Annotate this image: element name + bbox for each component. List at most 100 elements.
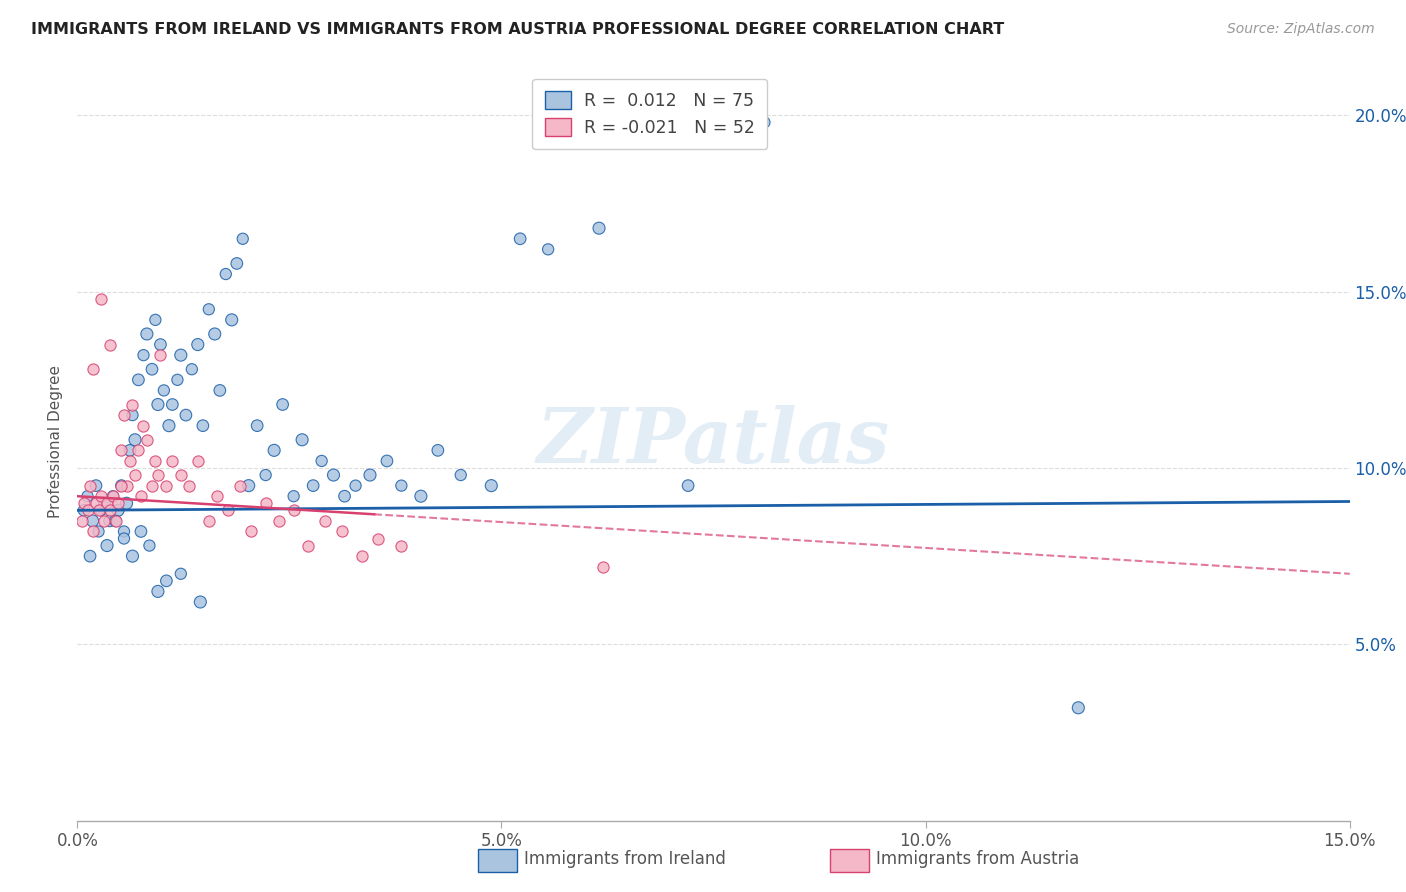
Point	[162, 397, 184, 411]
Point	[98, 514, 121, 528]
Point	[204, 326, 226, 341]
Text: Immigrants from Ireland: Immigrants from Ireland	[524, 850, 727, 868]
Point	[112, 408, 135, 422]
Point	[297, 539, 319, 553]
Point	[73, 503, 96, 517]
Point	[162, 454, 184, 468]
Point	[145, 454, 167, 468]
Point	[221, 313, 243, 327]
Point	[389, 478, 412, 492]
Point	[537, 243, 560, 257]
Point	[283, 489, 305, 503]
Legend: R =  0.012   N = 75, R = -0.021   N = 52: R = 0.012 N = 75, R = -0.021 N = 52	[533, 78, 768, 149]
Point	[191, 418, 214, 433]
Point	[479, 478, 502, 492]
Point	[676, 478, 699, 492]
Point	[166, 373, 188, 387]
Point	[174, 408, 197, 422]
Point	[121, 408, 143, 422]
Point	[588, 221, 610, 235]
Point	[84, 496, 107, 510]
Point	[409, 489, 432, 503]
Point	[271, 397, 294, 411]
Point	[450, 468, 472, 483]
Point	[132, 348, 155, 362]
Point	[375, 454, 398, 468]
Point	[314, 514, 336, 528]
Text: IMMIGRANTS FROM IRELAND VS IMMIGRANTS FROM AUSTRIA PROFESSIONAL DEGREE CORRELATI: IMMIGRANTS FROM IRELAND VS IMMIGRANTS FR…	[31, 22, 1004, 37]
Point	[146, 468, 169, 483]
Point	[96, 496, 118, 510]
Point	[283, 503, 305, 517]
Point	[187, 454, 209, 468]
Point	[104, 514, 127, 528]
Point	[198, 514, 221, 528]
Point	[104, 514, 127, 528]
Point	[592, 559, 614, 574]
Point	[101, 489, 124, 503]
Point	[254, 468, 277, 483]
Point	[87, 524, 110, 539]
Point	[121, 397, 143, 411]
Point	[1067, 700, 1090, 714]
Point	[240, 524, 263, 539]
Point	[367, 532, 389, 546]
Point	[76, 489, 98, 503]
Point	[333, 489, 356, 503]
Point	[188, 595, 211, 609]
Point	[82, 362, 104, 376]
Point	[138, 539, 160, 553]
Point	[141, 362, 163, 376]
Text: Immigrants from Austria: Immigrants from Austria	[876, 850, 1080, 868]
Point	[90, 503, 112, 517]
Text: ZIPatlas: ZIPatlas	[537, 405, 890, 478]
Point	[79, 478, 101, 492]
Point	[73, 496, 96, 510]
Point	[121, 549, 143, 563]
Point	[170, 468, 193, 483]
Point	[153, 384, 176, 398]
Point	[350, 549, 373, 563]
Point	[87, 503, 110, 517]
Point	[98, 337, 121, 351]
Point	[82, 524, 104, 539]
Point	[187, 337, 209, 351]
Point	[509, 232, 531, 246]
Point	[217, 503, 239, 517]
Point	[76, 503, 98, 517]
Point	[124, 468, 146, 483]
Point	[141, 478, 163, 492]
Point	[127, 443, 149, 458]
Point	[110, 478, 132, 492]
Point	[170, 348, 193, 362]
Point	[330, 524, 353, 539]
Point	[129, 489, 152, 503]
Point	[118, 454, 141, 468]
Point	[311, 454, 333, 468]
Point	[198, 302, 221, 317]
Text: Source: ZipAtlas.com: Source: ZipAtlas.com	[1227, 22, 1375, 37]
Point	[127, 373, 149, 387]
Point	[229, 478, 252, 492]
Point	[129, 524, 152, 539]
Point	[215, 267, 238, 281]
Y-axis label: Professional Degree: Professional Degree	[48, 365, 63, 518]
Point	[389, 539, 412, 553]
Point	[115, 496, 138, 510]
Point	[238, 478, 260, 492]
Point	[246, 418, 269, 433]
Point	[135, 326, 157, 341]
Point	[155, 574, 177, 588]
Point	[70, 514, 93, 528]
Point	[359, 468, 381, 483]
Point	[124, 433, 146, 447]
Point	[322, 468, 344, 483]
Point	[93, 514, 115, 528]
Point	[101, 489, 124, 503]
Point	[84, 478, 107, 492]
Point	[115, 478, 138, 492]
Point	[110, 478, 132, 492]
Point	[118, 443, 141, 458]
Point	[93, 496, 115, 510]
Point	[135, 433, 157, 447]
